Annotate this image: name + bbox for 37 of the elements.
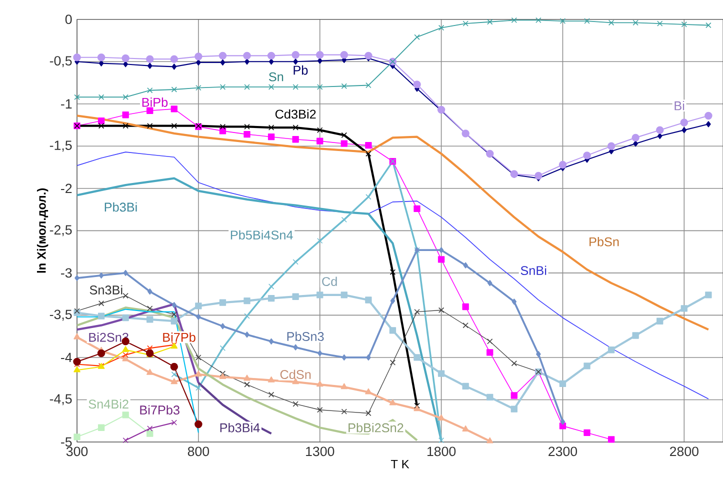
y-tick-label: -1 (61, 99, 72, 108)
x-tick-label: 300 (66, 446, 88, 456)
series-label: PbSn (590, 237, 619, 246)
series-label: Cd3Bi2 (275, 109, 316, 119)
series-label: BiPb (142, 98, 168, 107)
series-label: Pb3Bi4 (220, 422, 260, 432)
series-label: Bi7Pb3 (140, 405, 180, 415)
series-label: Pb (294, 65, 308, 75)
y-tick-label: 0 (65, 14, 72, 24)
series-label: Bi7Pb (163, 332, 196, 342)
series-label: Bi (674, 100, 684, 110)
series-label: Pb3Bi (104, 202, 137, 212)
series-label: Sn3Bi (90, 285, 122, 294)
series-label: Sn (268, 72, 284, 82)
x-tick-label: 800 (188, 446, 210, 456)
y-tick-label: -2 (61, 184, 72, 194)
x-tick-label: 2800 (670, 446, 698, 456)
y-tick-label: -4,5 (50, 394, 72, 406)
y-tick-label: -3,5 (50, 310, 72, 321)
y-axis-title: ln Xi(мол.дол.) (36, 188, 48, 273)
y-tick-label: -3 (61, 268, 72, 278)
series-label: PbBi2Sn2 (348, 422, 404, 432)
series-label: Pb5Bi4Sn4 (230, 230, 293, 240)
y-tick-label: -2,5 (50, 225, 72, 236)
series-label: Cd (322, 276, 337, 286)
y-tick-label: -0,5 (50, 56, 72, 68)
series-label: Sn4Bi2 (88, 399, 128, 409)
x-tick-label: 1300 (306, 446, 334, 456)
x-axis-title: T K (390, 460, 410, 468)
y-tick-label: -4 (61, 352, 72, 362)
x-tick-label: 2300 (548, 446, 578, 456)
x-tick-label: 1800 (427, 446, 456, 456)
series-label: PbSn3 (287, 332, 324, 341)
y-tick-label: -1,5 (50, 140, 72, 152)
series-label: SnBi (520, 266, 546, 276)
y-tick-label: -5 (61, 437, 72, 447)
series-label: CdSn (280, 370, 311, 380)
